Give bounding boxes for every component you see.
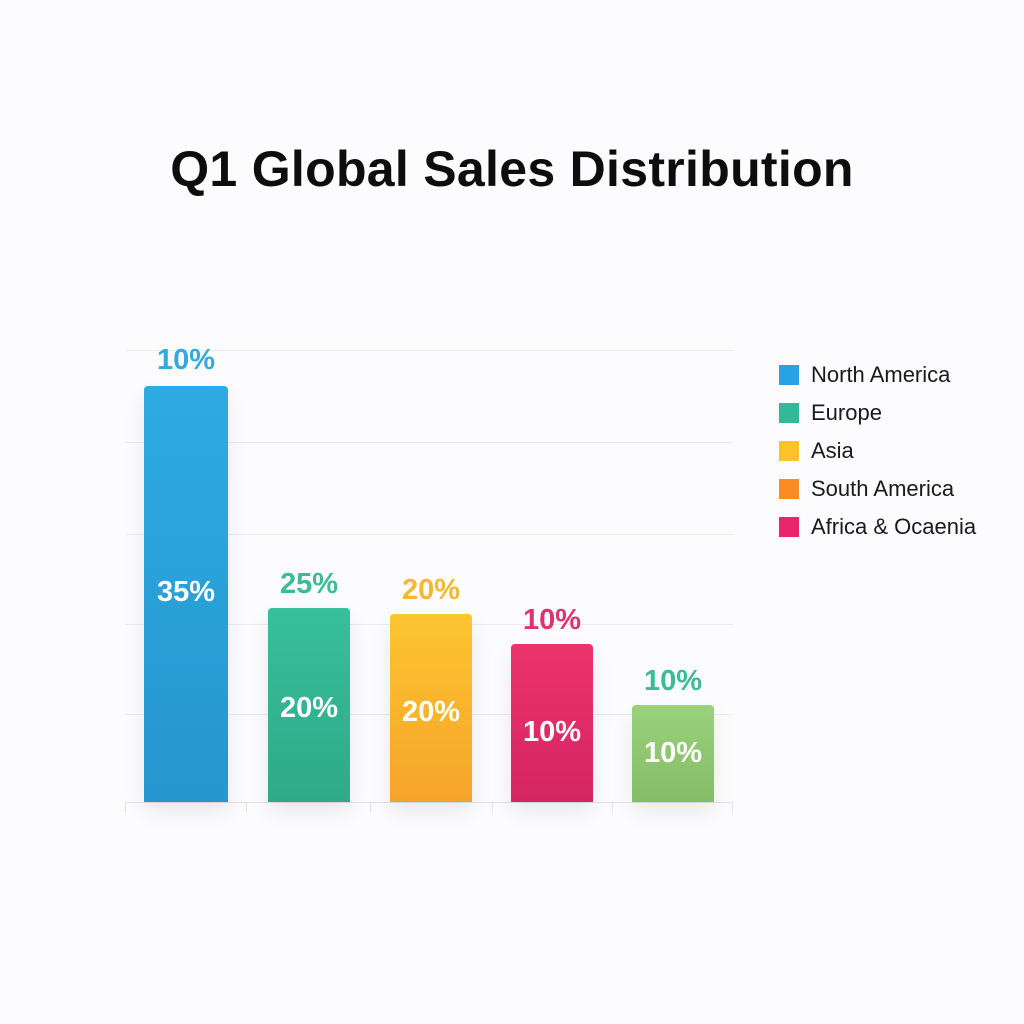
legend-label: Europe [811,400,882,425]
bar-top-label-africa-oceania: 10% [643,665,703,697]
gridline [125,442,733,443]
bar-top-label-south-america: 10% [522,604,582,636]
bar-africa-oceania[interactable]: 10% [632,705,714,802]
x-tick [732,802,733,812]
x-tick [492,802,493,812]
legend-swatch [779,441,799,461]
chart-title: Q1 Global Sales Distribution [170,141,854,197]
gridline [125,534,733,535]
legend-item-north-america[interactable]: North America [779,356,976,394]
legend-swatch [779,365,799,385]
bar-asia[interactable]: 20% [390,614,472,802]
legend-item-europe[interactable]: Europe [779,394,976,432]
bar-top-label-asia: 20% [401,574,461,606]
bar-europe[interactable]: 20% [268,608,350,802]
bar-value-label: 20% [401,696,461,728]
legend-label: Africa & Ocaenia [811,514,977,539]
bar-top-label-north-america: 10% [156,344,216,376]
bar-value-label: 10% [643,737,703,769]
bar-value-label: 10% [522,716,582,748]
legend-label: North America [811,362,951,387]
legend-label: Asia [811,438,854,463]
legend-item-asia[interactable]: Asia [779,432,976,470]
x-tick [246,802,247,812]
bar-value-label: 20% [279,692,339,724]
legend-swatch [779,517,799,537]
gridline [125,350,733,351]
legend-label: South America [811,476,955,501]
bar-north-america[interactable]: 35% [144,386,228,802]
legend-swatch [779,403,799,423]
plot-area: 10% 35% 25% 20% 20% 20% 10% 10% 10% 10% [125,344,733,812]
legend: North America Europe Asia South America … [779,356,976,546]
bar-top-label-europe: 25% [279,568,339,600]
x-tick [125,802,126,812]
x-tick [370,802,371,812]
x-axis [125,802,733,803]
bar-south-america[interactable]: 10% [511,644,593,802]
legend-swatch [779,479,799,499]
x-tick [612,802,613,812]
bar-value-label: 35% [156,576,216,608]
legend-item-south-america[interactable]: South America [779,470,976,508]
legend-item-africa-oceania[interactable]: Africa & Ocaenia [779,508,976,546]
